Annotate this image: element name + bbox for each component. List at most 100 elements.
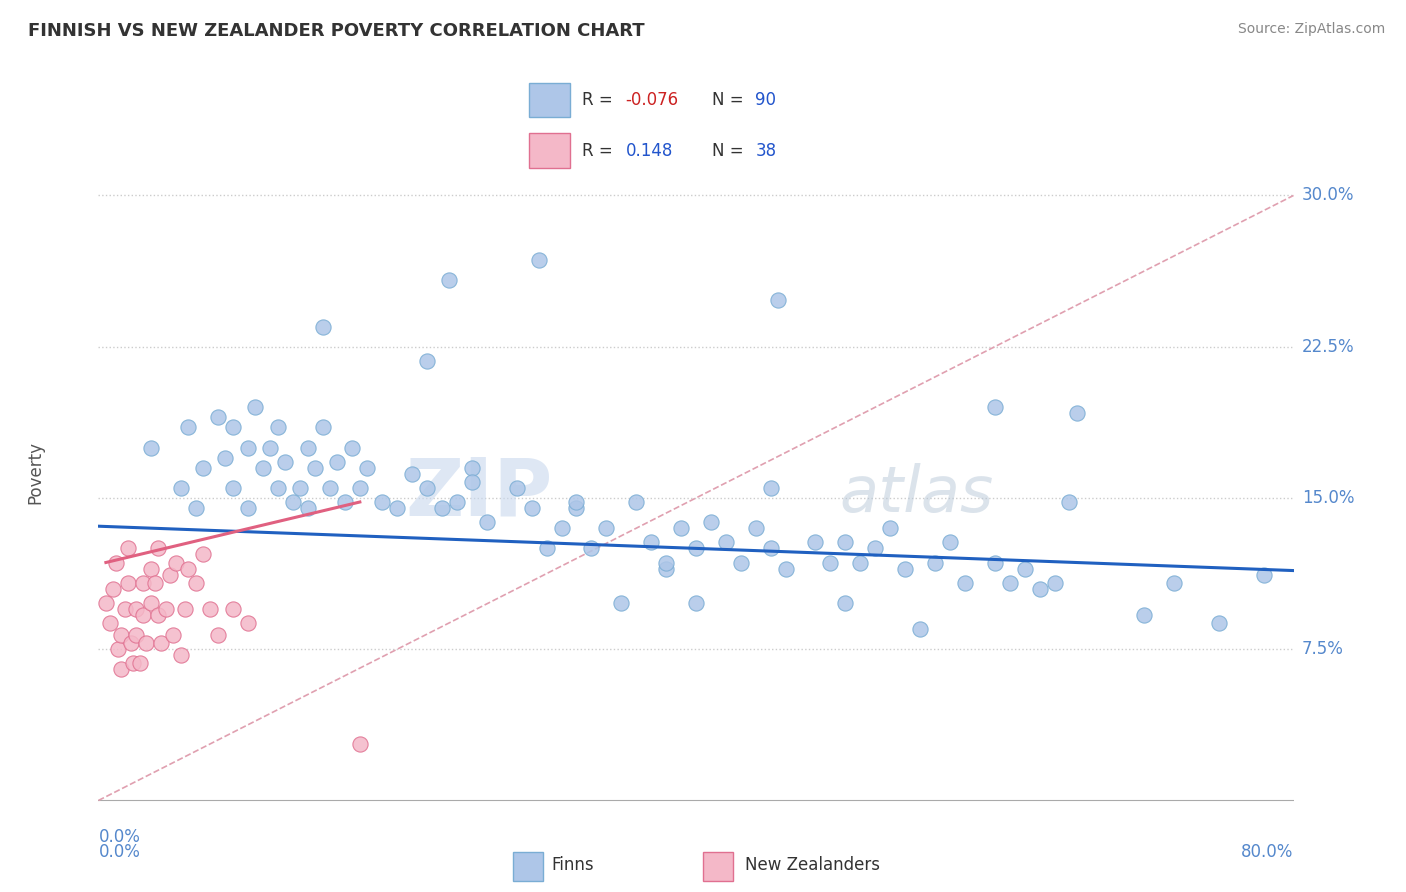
Point [610, 596, 633, 610]
Point [714, 535, 737, 549]
Point [356, 460, 378, 475]
Text: Finns: Finns [551, 856, 593, 874]
Point [274, 455, 297, 469]
Point [550, 521, 572, 535]
Point [143, 575, 166, 590]
Point [1253, 567, 1275, 582]
Point [581, 541, 603, 556]
Text: N =: N = [711, 142, 744, 160]
Point [655, 561, 678, 575]
FancyBboxPatch shape [513, 852, 543, 881]
Point [624, 495, 647, 509]
Point [105, 556, 128, 570]
Text: 22.5%: 22.5% [1302, 338, 1354, 356]
Point [759, 541, 782, 556]
Point [475, 515, 498, 529]
Text: 30.0%: 30.0% [1302, 186, 1354, 204]
Point [222, 481, 245, 495]
Point [107, 642, 129, 657]
Point [908, 622, 931, 636]
Point [998, 575, 1021, 590]
Point [669, 521, 692, 535]
Point [117, 575, 139, 590]
Point [685, 596, 707, 610]
Text: Poverty: Poverty [27, 442, 44, 504]
Point [297, 501, 319, 516]
Point [169, 648, 191, 663]
Point [288, 481, 311, 495]
Point [520, 501, 543, 516]
Point [401, 467, 423, 481]
Point [595, 521, 617, 535]
Point [416, 481, 439, 495]
Text: 80.0%: 80.0% [1241, 843, 1294, 861]
Point [125, 628, 148, 642]
Text: 0.148: 0.148 [626, 142, 672, 160]
Text: 15.0%: 15.0% [1302, 489, 1354, 507]
Point [333, 495, 356, 509]
Point [245, 401, 267, 415]
Point [1133, 607, 1156, 622]
Point [121, 657, 143, 671]
Point [148, 541, 170, 556]
Point [267, 481, 290, 495]
Point [834, 535, 856, 549]
Point [446, 495, 468, 509]
FancyBboxPatch shape [530, 134, 569, 168]
Point [207, 628, 229, 642]
Point [222, 420, 245, 434]
Point [461, 475, 484, 489]
Point [214, 450, 236, 465]
Point [849, 556, 872, 570]
Point [565, 501, 588, 516]
Text: FINNISH VS NEW ZEALANDER POVERTY CORRELATION CHART: FINNISH VS NEW ZEALANDER POVERTY CORRELA… [28, 22, 645, 40]
Point [155, 602, 177, 616]
Point [281, 495, 304, 509]
Point [924, 556, 946, 570]
Point [120, 636, 142, 650]
Text: ZIP: ZIP [405, 455, 553, 533]
Point [311, 319, 333, 334]
Point [759, 481, 782, 495]
Point [259, 441, 281, 455]
Point [191, 460, 214, 475]
FancyBboxPatch shape [530, 83, 569, 118]
Text: 7.5%: 7.5% [1302, 640, 1344, 658]
Point [110, 628, 132, 642]
Point [430, 501, 453, 516]
Text: atlas: atlas [839, 463, 994, 524]
Point [385, 501, 409, 516]
Point [139, 596, 162, 610]
Text: R =: R = [582, 142, 613, 160]
Text: 90: 90 [755, 91, 776, 109]
Point [745, 521, 768, 535]
Point [371, 495, 394, 509]
Point [766, 293, 789, 308]
Point [222, 602, 245, 616]
Point [311, 420, 333, 434]
Point [939, 535, 962, 549]
Point [139, 561, 162, 575]
Point [103, 582, 125, 596]
Point [200, 602, 222, 616]
Point [94, 596, 117, 610]
Point [1163, 575, 1185, 590]
Point [169, 481, 191, 495]
Point [349, 737, 371, 751]
Point [342, 441, 364, 455]
Point [159, 567, 181, 582]
Point [506, 481, 529, 495]
Point [148, 607, 170, 622]
Text: R =: R = [582, 91, 613, 109]
Point [129, 657, 152, 671]
Point [1014, 561, 1036, 575]
Point [349, 481, 371, 495]
Point [775, 561, 797, 575]
Point [236, 441, 259, 455]
Point [953, 575, 976, 590]
Point [700, 515, 723, 529]
Point [685, 541, 707, 556]
Point [125, 602, 148, 616]
Point [565, 495, 588, 509]
Point [983, 556, 1005, 570]
